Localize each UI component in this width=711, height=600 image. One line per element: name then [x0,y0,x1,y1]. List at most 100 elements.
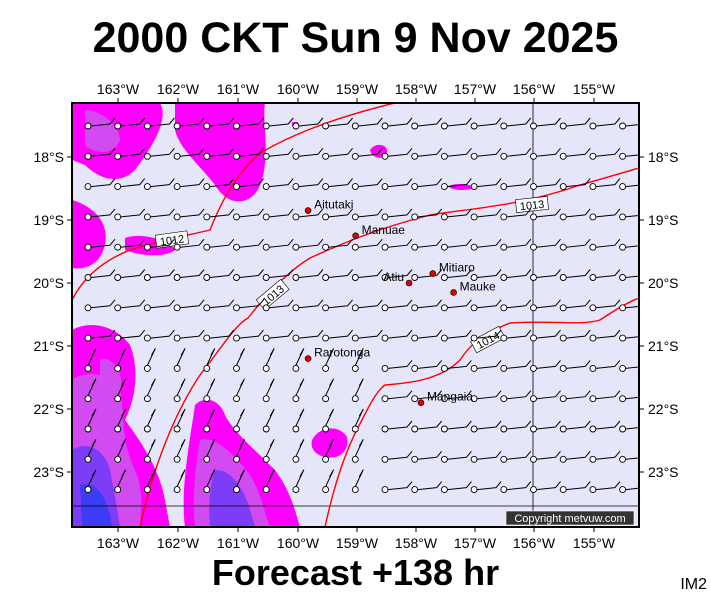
wind-barb [233,147,264,160]
wind-barb [322,348,335,372]
wind-barb [292,117,324,130]
wind-barb [440,420,472,433]
wind-barb [292,408,305,433]
wind-barb [262,117,294,130]
wind-barb [530,420,561,433]
wind-barb [351,117,383,130]
wind-barb [470,329,502,342]
wind-barb [84,469,97,494]
place-name: Atiu [383,270,404,284]
wind-barb [619,304,639,312]
lat-label: 21°S [648,338,679,354]
wind-barb [143,208,175,221]
wind-barb [233,469,245,494]
wind-barb [114,208,146,221]
place-marker: Mauke [450,279,496,296]
wind-barb [470,360,502,372]
wind-barb [411,147,443,160]
wind-barb [322,469,335,494]
wind-barb [143,269,175,281]
wind-barb [440,329,472,342]
wind-barb [292,238,324,251]
wind-barb [233,269,264,281]
wind-barb [322,117,353,130]
wind-barb [470,450,502,463]
wind-barb [143,378,156,403]
wind-barb [470,238,502,251]
wind-barb [292,378,305,403]
wind-barb [143,469,156,494]
wind-barb [173,378,186,403]
wind-barb [173,299,205,312]
lon-label: 159°W [336,81,379,97]
wind-barb [351,469,364,494]
lat-label: 19°S [648,212,679,228]
wind-barb [440,178,472,191]
place-name: Mangaia [427,390,473,404]
wind-barb [84,117,116,130]
rain-area-south [183,399,348,527]
lon-label: 156°W [513,535,556,551]
wind-barb [589,147,621,160]
wind-barb [233,378,245,403]
wind-barb [114,408,127,433]
wind-barb [292,178,324,191]
wind-barb [381,178,413,191]
wind-barb [559,299,591,312]
isobar-1012 [72,103,396,301]
wind-barb [351,238,383,251]
wind-barb [114,299,146,312]
wind-barb [262,147,294,160]
wind-barb [351,147,383,160]
lon-label: 160°W [277,535,320,551]
wind-barb [292,329,324,342]
place-marker: Mangaia [417,390,473,407]
wind-barb [381,299,413,312]
wind-barb [351,329,383,342]
wind-barb [114,147,146,160]
place-name: Manuae [362,223,406,237]
wind-barb [84,238,116,251]
wind-barb [84,439,97,463]
copyright-text: Copyright metvuw.com [514,513,625,525]
wind-barb [203,348,216,372]
wind-barb [589,178,621,191]
lat-labels-left: 18°S 19°S 20°S 21°S 22°S 23°S [33,149,64,480]
wind-barb [500,360,532,372]
wind-barb [470,147,502,160]
wind-barb [500,208,532,221]
wind-barb [322,439,335,463]
wind-barb [589,360,621,372]
wind-barb [203,408,216,433]
lat-labels-right: 18°S 19°S 20°S 21°S 22°S 23°S [648,149,679,480]
wind-barb [114,329,146,342]
wind-barb [173,269,205,281]
wind-barb [203,439,216,463]
wind-barb [589,481,621,494]
wind-barb [203,299,235,312]
wind-barb [589,390,621,403]
wind-barb [589,329,621,342]
wind-barb [559,269,591,281]
wind-barb [84,208,116,221]
wind-barb [381,208,413,221]
wind-barb [114,269,146,281]
wind-barb [233,408,245,433]
wind-barb [233,439,245,463]
lon-label: 155°W [573,535,616,551]
wind-barb [173,469,186,494]
place-marker: Manuae [352,223,406,240]
wind-barb [114,348,127,372]
wind-barb [381,147,413,160]
wind-barb [233,299,264,312]
lon-label: 160°W [277,81,320,97]
isobar-label-1013-east: 1013 [519,199,545,213]
wind-barb [559,147,591,160]
lat-label: 18°S [33,149,64,165]
wind-barb [619,183,639,191]
wind-barb [411,238,443,251]
wind-barb [411,178,443,191]
wind-barb [114,178,146,191]
wind-barb [173,408,186,433]
